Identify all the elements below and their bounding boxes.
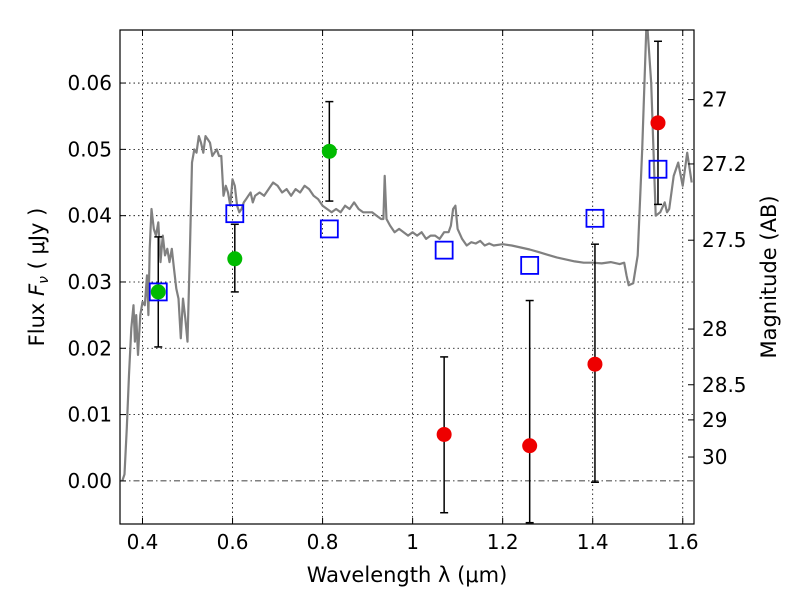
y-axis-label: Flux Fν ( μJy ) bbox=[25, 208, 52, 347]
y2-tick-label: 28 bbox=[702, 317, 727, 341]
y2-tick-label: 29 bbox=[702, 408, 727, 432]
y2-tick-label: 28.5 bbox=[702, 373, 747, 397]
y2-tick-label: 27 bbox=[702, 88, 727, 112]
plot-frame bbox=[119, 29, 695, 525]
y-tick-label: 0.04 bbox=[67, 204, 112, 228]
detection-point bbox=[227, 251, 243, 267]
grid bbox=[120, 30, 694, 524]
y-axis-label-subscript: ν bbox=[36, 276, 52, 284]
y-tick-label: 0.02 bbox=[67, 336, 112, 360]
detection-point bbox=[150, 284, 166, 300]
plot-area bbox=[121, 30, 693, 524]
y2-tick-label: 27.5 bbox=[702, 228, 747, 252]
y2-axis-label: Magnitude (AB) bbox=[757, 195, 781, 358]
y-axis-label-symbol: F bbox=[25, 283, 49, 296]
model-flux-square bbox=[520, 255, 540, 275]
x-axis-label: Wavelength λ (μm) bbox=[307, 563, 508, 587]
nondetection-point bbox=[587, 356, 603, 372]
model-flux-square bbox=[319, 219, 339, 239]
y2-tick-label: 30 bbox=[702, 445, 727, 469]
model-flux-square bbox=[148, 282, 168, 302]
model-flux-square bbox=[225, 204, 245, 224]
x-tick-label: 1 bbox=[406, 530, 419, 554]
model-flux-square bbox=[585, 208, 605, 228]
sed-template-line bbox=[121, 30, 693, 482]
x-tick-label: 1.4 bbox=[577, 530, 609, 554]
y-tick-label: 0.05 bbox=[67, 137, 112, 161]
nondetection-point bbox=[436, 426, 452, 442]
x-tick-label: 1.2 bbox=[487, 530, 519, 554]
y-axis-label-unit: ( μJy ) bbox=[25, 208, 49, 276]
y-tick-label: 0.06 bbox=[67, 71, 112, 95]
detection-point bbox=[321, 143, 337, 159]
model-flux-square bbox=[434, 240, 454, 260]
y-axis-label-prefix: Flux bbox=[25, 296, 49, 346]
x-tick-label: 0.8 bbox=[307, 530, 339, 554]
x-tick-label: 0.4 bbox=[127, 530, 159, 554]
x-tick-label: 1.6 bbox=[667, 530, 699, 554]
y2-tick-label: 27.2 bbox=[702, 152, 747, 176]
tick-labels: 0.4 0.6 0.8 1 1.2 1.4 1.6 0.00 0.01 0.02 0.03 0.04 0… bbox=[67, 71, 746, 554]
y-tick-label: 0.03 bbox=[67, 270, 112, 294]
y-tick-label: 0.01 bbox=[67, 403, 112, 427]
x-tick-label: 0.6 bbox=[217, 530, 249, 554]
y-tick-label: 0.00 bbox=[67, 469, 112, 493]
model-flux-square bbox=[648, 159, 668, 179]
axis-ticks bbox=[120, 30, 694, 524]
nondetection-point bbox=[650, 115, 666, 131]
nondetection-point bbox=[522, 438, 538, 454]
